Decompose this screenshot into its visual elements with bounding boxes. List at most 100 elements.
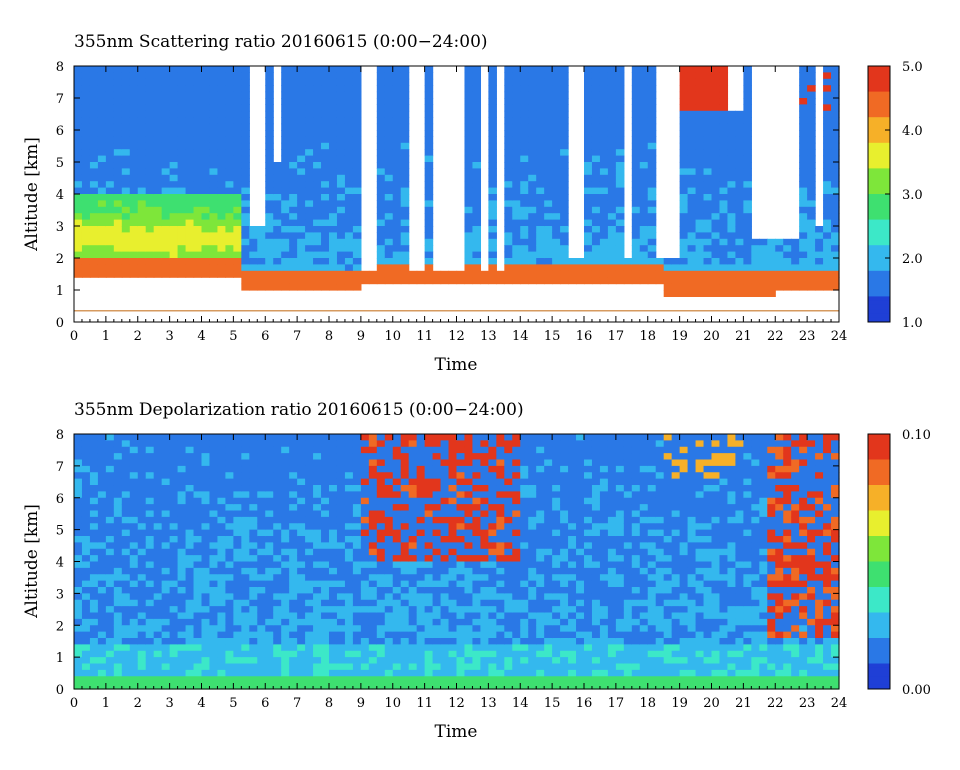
heatmap-cell bbox=[193, 491, 203, 499]
heatmap-cell bbox=[775, 258, 784, 265]
heatmap-cell bbox=[153, 625, 163, 633]
heatmap-cell bbox=[711, 155, 721, 163]
heatmap-cell bbox=[344, 599, 354, 607]
heatmap-cell bbox=[129, 478, 139, 486]
heatmap-cell bbox=[807, 277, 816, 285]
heatmap-cell bbox=[145, 232, 155, 240]
heatmap-cell bbox=[384, 459, 394, 467]
heatmap-cell bbox=[185, 149, 195, 157]
heatmap-cell bbox=[249, 238, 258, 246]
heatmap-cell bbox=[400, 542, 410, 550]
heatmap-cell bbox=[472, 130, 482, 137]
heatmap-cell bbox=[520, 187, 529, 195]
heatmap-cell bbox=[297, 650, 306, 658]
heatmap-cell bbox=[488, 194, 497, 201]
heatmap-cell bbox=[472, 453, 482, 461]
heatmap-cell bbox=[265, 453, 274, 461]
heatmap-cell bbox=[177, 574, 187, 582]
heatmap-cell bbox=[225, 485, 234, 492]
heatmap-cell bbox=[313, 104, 322, 112]
heatmap-cell bbox=[74, 258, 83, 265]
heatmap-cell bbox=[711, 104, 721, 112]
heatmap-cell bbox=[504, 219, 513, 227]
heatmap-cell bbox=[528, 130, 537, 137]
heatmap-cell bbox=[265, 625, 274, 633]
heatmap-cell bbox=[400, 251, 410, 259]
heatmap-cell bbox=[161, 117, 171, 125]
heatmap-cell bbox=[225, 238, 234, 246]
heatmap-cell bbox=[209, 593, 219, 601]
heatmap-cell bbox=[735, 130, 744, 137]
heatmap-cell bbox=[185, 516, 195, 524]
heatmap-cell bbox=[504, 606, 513, 614]
heatmap-cell bbox=[313, 612, 322, 620]
heatmap-cell bbox=[432, 663, 442, 671]
heatmap-cell bbox=[480, 459, 489, 467]
heatmap-cell bbox=[121, 258, 131, 265]
heatmap-cell bbox=[368, 663, 378, 671]
heatmap-cell bbox=[169, 650, 179, 658]
heatmap-cell bbox=[97, 213, 107, 221]
heatmap-cell bbox=[97, 226, 107, 233]
heatmap-cell bbox=[321, 174, 330, 182]
heatmap-cell bbox=[217, 168, 227, 176]
heatmap-cell bbox=[89, 72, 99, 80]
heatmap-cell bbox=[639, 245, 649, 253]
heatmap-cell bbox=[456, 574, 466, 582]
heatmap-cell bbox=[504, 232, 513, 240]
heatmap-cell bbox=[305, 561, 314, 569]
heatmap-cell bbox=[217, 440, 227, 448]
heatmap-cell bbox=[81, 555, 91, 563]
heatmap-cell bbox=[201, 580, 211, 588]
heatmap-cell bbox=[607, 174, 617, 182]
heatmap-cell bbox=[329, 162, 338, 169]
heatmap-cell bbox=[496, 618, 505, 626]
heatmap-cell bbox=[273, 504, 282, 512]
heatmap-cell bbox=[544, 142, 553, 150]
heatmap-cell bbox=[464, 587, 474, 594]
heatmap-cell bbox=[113, 485, 123, 492]
heatmap-cell bbox=[472, 434, 482, 441]
heatmap-cell bbox=[217, 162, 227, 169]
x-tick-label: 8 bbox=[325, 329, 333, 344]
heatmap-cell bbox=[472, 491, 482, 499]
heatmap-cell bbox=[193, 168, 203, 176]
heatmap-cell bbox=[464, 580, 474, 588]
heatmap-cell bbox=[735, 117, 744, 125]
heatmap-cell bbox=[384, 491, 394, 499]
heatmap-cell bbox=[743, 85, 752, 93]
heatmap-cell bbox=[711, 72, 721, 80]
heatmap-cell bbox=[153, 181, 163, 189]
heatmap-cell bbox=[384, 232, 394, 240]
heatmap-cell bbox=[352, 270, 362, 278]
heatmap-cell bbox=[504, 561, 513, 569]
heatmap-cell bbox=[129, 663, 139, 671]
heatmap-cell bbox=[536, 149, 545, 157]
heatmap-cell bbox=[241, 663, 250, 671]
heatmap-cell bbox=[313, 510, 322, 518]
heatmap-cell bbox=[336, 606, 346, 614]
heatmap-cell bbox=[225, 465, 234, 473]
heatmap-cell bbox=[177, 238, 187, 246]
heatmap-cell bbox=[185, 644, 195, 652]
heatmap-cell bbox=[225, 219, 234, 227]
heatmap-cell bbox=[504, 238, 513, 246]
heatmap-cell bbox=[89, 561, 99, 569]
x-tick-label: 21 bbox=[735, 329, 752, 344]
heatmap-cell bbox=[217, 669, 227, 677]
heatmap-cell bbox=[743, 290, 752, 297]
heatmap-cell bbox=[384, 98, 394, 105]
heatmap-cell bbox=[464, 625, 474, 633]
heatmap-cell bbox=[161, 542, 171, 550]
heatmap-cell bbox=[384, 485, 394, 492]
heatmap-cell bbox=[368, 270, 378, 278]
heatmap-cell bbox=[177, 104, 187, 112]
heatmap-cell bbox=[233, 497, 242, 505]
heatmap-cell bbox=[823, 123, 832, 131]
heatmap-cell bbox=[169, 485, 179, 492]
heatmap-cell bbox=[81, 264, 91, 272]
depolarization-title: 355nm Depolarization ratio 20160615 (0:0… bbox=[74, 400, 524, 420]
heatmap-cell bbox=[281, 91, 290, 99]
heatmap-cell bbox=[687, 245, 697, 253]
heatmap-cell bbox=[169, 555, 179, 563]
